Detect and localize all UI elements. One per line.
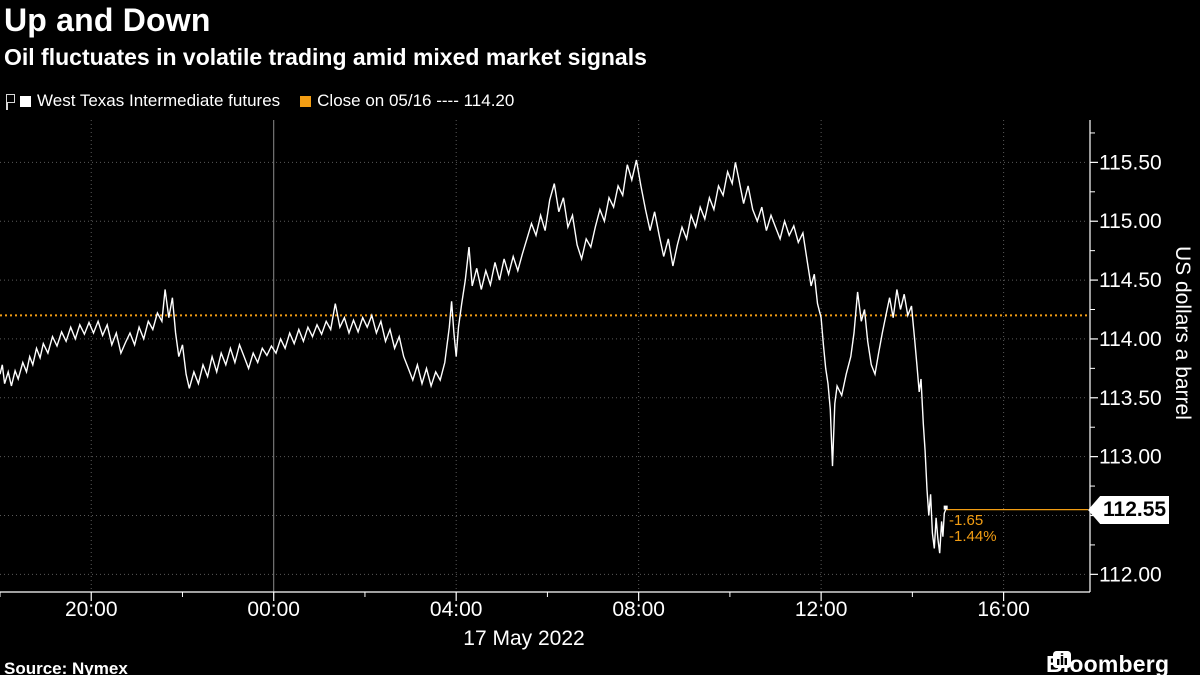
wti-series-label: West Texas Intermediate futures xyxy=(37,91,281,110)
x-tick-label: 20:00 xyxy=(65,598,118,621)
bloomberg-logo: Bloomberg xyxy=(1046,651,1169,675)
y-tick-label: 115.00 xyxy=(1099,210,1162,233)
price-series-line xyxy=(0,159,947,554)
y-tick-label: 113.00 xyxy=(1099,446,1162,469)
page-title: Up and Down xyxy=(4,2,211,38)
bloomberg-chart-icon xyxy=(1053,651,1071,668)
close-series-label: Close on 05/16 ---- 114.20 xyxy=(317,91,515,110)
y-tick-label: 113.50 xyxy=(1099,387,1162,410)
legend: West Texas Intermediate futures Close on… xyxy=(6,91,515,110)
x-tick-label: 04:00 xyxy=(430,598,483,621)
series-end-marker xyxy=(943,505,948,510)
x-axis-date-label: 17 May 2022 xyxy=(463,627,585,650)
x-tick-label: 00:00 xyxy=(247,598,300,621)
net-change-label: -1.65 xyxy=(949,512,984,529)
tracker-pin-icon xyxy=(6,93,15,110)
close-series-swatch-icon xyxy=(300,95,312,107)
last-price-tag: 112.55 xyxy=(1088,496,1169,524)
x-tick-label: 12:00 xyxy=(795,598,848,621)
page-subtitle: Oil fluctuates in volatile trading amid … xyxy=(4,44,647,70)
pct-change-label: -1.44% xyxy=(949,528,997,545)
axis-lines xyxy=(0,120,1091,593)
wti-series-swatch-icon xyxy=(20,95,31,107)
y-tick-label: 114.50 xyxy=(1099,269,1162,292)
x-tick-label: 16:00 xyxy=(977,598,1030,621)
x-tick-label: 08:00 xyxy=(612,598,665,621)
source-note: Source: Nymex xyxy=(4,659,128,675)
y-tick-label: 112.00 xyxy=(1099,563,1162,586)
y-axis-title: US dollars a barrel xyxy=(1171,246,1194,420)
y-tick-label: 115.50 xyxy=(1099,151,1162,174)
y-tick-label: 114.00 xyxy=(1099,328,1162,351)
last-price-value: 112.55 xyxy=(1103,498,1167,521)
